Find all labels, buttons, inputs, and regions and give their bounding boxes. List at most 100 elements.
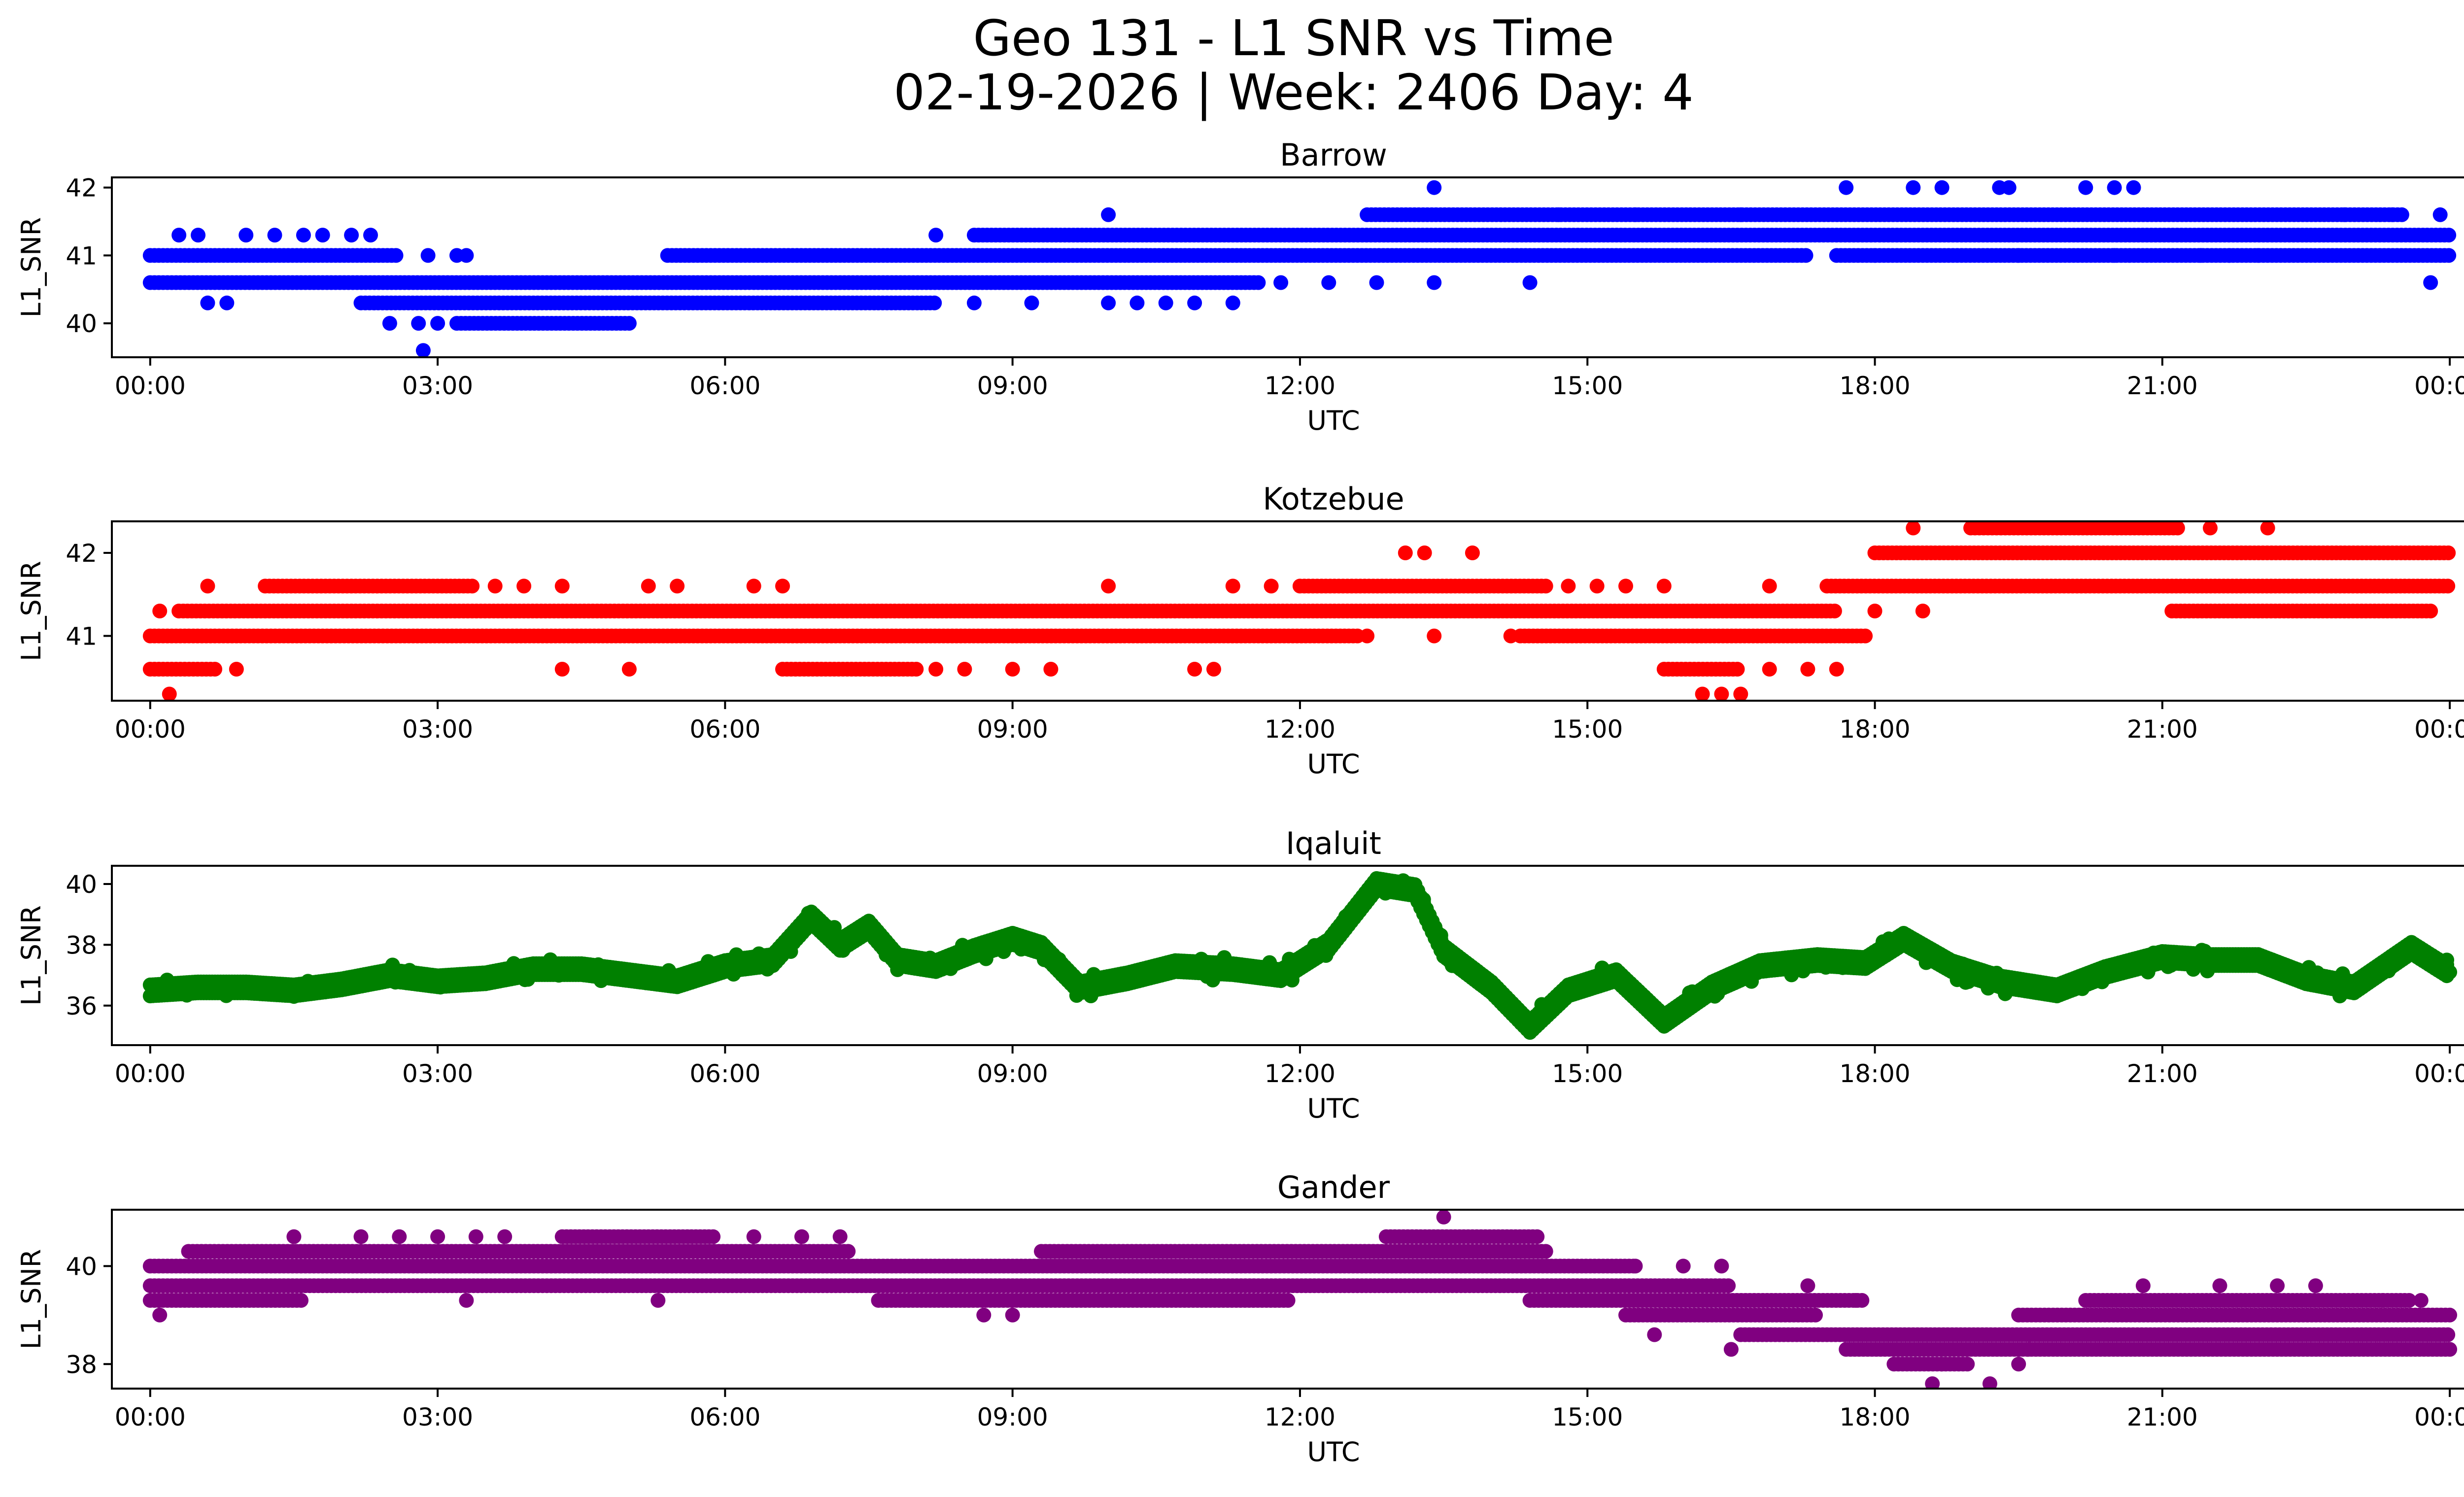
x-tick-label: 00:00 [115,1059,186,1088]
x-axis-label: UTC [1307,1093,1360,1124]
data-point [1321,275,1336,290]
figure-title-line2: 02-19-2026 | Week: 2406 Day: 4 [893,64,1693,121]
data-point [2002,180,2017,195]
y-tick-label: 42 [66,174,97,203]
data-point [622,316,637,331]
data-point [2170,521,2185,536]
data-point [555,578,570,593]
x-tick-label: 15:00 [1552,372,1623,400]
data-point [2441,248,2456,263]
data-point [2126,180,2141,195]
x-tick-label: 18:00 [1839,1059,1910,1088]
data-point [1695,687,1710,702]
data-point [1101,296,1116,310]
y-tick-label: 40 [66,870,97,899]
subplot-title: Iqaluit [1286,825,1381,861]
data-point [2385,207,2400,222]
x-tick-label: 06:00 [689,715,760,744]
x-tick-label: 12:00 [1265,715,1335,744]
data-point [1264,578,1279,593]
data-point [1101,207,1116,222]
data-point [200,296,215,310]
data-point [389,248,404,263]
data-point [191,228,205,242]
data-point [927,296,942,310]
data-point [1129,296,1144,310]
data-point [1800,662,1815,677]
x-tick-label: 15:00 [1552,715,1623,744]
subplot-title: Gander [1277,1169,1390,1205]
data-point [363,228,378,242]
data-point [162,687,177,702]
data-point [1427,275,1441,290]
x-tick-label: 12:00 [1265,372,1335,400]
y-tick-label: 38 [66,931,97,959]
data-point [967,296,982,310]
subplot-title: Barrow [1280,137,1387,173]
data-point [2441,228,2456,242]
data-point [2423,275,2438,290]
data-point [775,578,790,593]
figure-title-line1: Geo 131 - L1 SNR vs Time [973,9,1614,67]
data-point [1839,180,1853,195]
data-point [747,578,761,593]
x-tick-label: 18:00 [1839,372,1910,400]
y-axis-label: L1_SNR [16,561,47,661]
data-point [909,662,924,677]
data-point [1187,662,1202,677]
data-point [1251,275,1266,290]
data-point [1273,275,1288,290]
data-point [207,662,222,677]
data-point [421,248,436,263]
data-point [2203,521,2218,536]
data-point [670,578,684,593]
data-point [1465,545,1480,560]
y-tick-label: 41 [66,622,97,651]
data-point [229,662,244,677]
x-tick-label: 03:00 [402,715,473,744]
data-point [411,316,426,331]
data-point [1369,275,1384,290]
x-tick-label: 21:00 [2127,372,2198,400]
data-point [1523,275,1538,290]
x-axis-label: UTC [1307,405,1360,436]
data-point [416,343,431,358]
data-point [1858,629,1873,644]
data-point [1916,604,1930,618]
data-point [2440,578,2455,593]
data-point [1714,687,1729,702]
data-point [200,578,215,593]
y-axis-label: L1_SNR [16,905,47,1006]
data-point [2107,180,2122,195]
x-tick-label: 12:00 [1265,1059,1335,1088]
series-markers [143,1210,2457,1391]
data-point [2222,248,2237,263]
data-point [1868,248,1882,263]
x-tick-label: 09:00 [977,372,1048,400]
data-point [1187,296,1202,310]
x-tick-label: 00:00 [2414,372,2464,400]
x-tick-label: 06:00 [689,372,760,400]
data-point [239,228,253,242]
y-tick-label: 41 [66,241,97,270]
data-point [2442,965,2457,980]
data-point [641,578,656,593]
data-point [488,578,503,593]
data-point [1101,578,1116,593]
data-point [622,662,637,677]
subplot-title: Kotzebue [1263,481,1404,517]
x-tick-label: 00:00 [2414,715,2464,744]
data-point [2251,248,2265,263]
data-point [459,248,474,263]
data-point [2078,180,2093,195]
data-point [465,578,479,593]
data-point [1417,545,1432,560]
data-point [430,316,445,331]
x-tick-label: 21:00 [2127,1059,2198,1088]
data-point [1360,629,1374,644]
